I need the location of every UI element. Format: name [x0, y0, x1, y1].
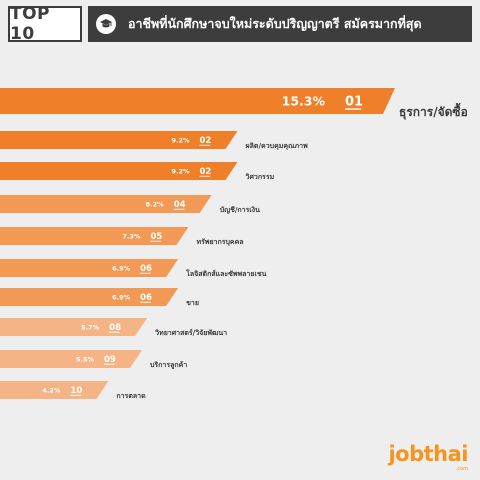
- chart-title: อาชีพที่นักศึกษาจบใหม่ระดับปริญญาตรี สมั…: [128, 16, 422, 31]
- bar-rank-7: 06: [140, 293, 152, 303]
- bar-label-10: การตลาด: [116, 392, 146, 400]
- bar-rank-6: 06: [140, 264, 152, 274]
- bar-label-1: ธุรการ/จัดซื้อ: [399, 102, 468, 120]
- bar-2: [0, 131, 238, 149]
- bar-5: [0, 227, 189, 245]
- bar-value-1: 15.3%: [282, 94, 326, 109]
- bar-7: [0, 288, 179, 306]
- bar-value-7: 6.9%: [112, 293, 131, 301]
- bar-value-8: 5.7%: [81, 323, 100, 331]
- bar-value-10: 4.2%: [42, 386, 61, 394]
- bar-value-5: 7.3%: [122, 232, 141, 240]
- bar-label-8: วิทยาศาสตร์/วิจัยพัฒนา: [154, 328, 227, 337]
- bar-4: [0, 195, 212, 213]
- bar-8: [0, 318, 148, 336]
- bar-value-6: 6.9%: [112, 264, 131, 272]
- header: TOP 10 อาชีพที่นักศึกษาจบใหม่ระดับปริญญา…: [0, 4, 480, 44]
- bar-6: [0, 259, 179, 277]
- graduation-cap-icon: [96, 14, 116, 34]
- bar-label-4: บัญชี/การเงิน: [220, 206, 260, 214]
- bar-label-3: วิศวกรรม: [244, 173, 274, 181]
- bar-rank-4: 04: [174, 200, 186, 210]
- bar-rank-3: 02: [200, 167, 212, 177]
- bar-9: [0, 350, 142, 368]
- bar-rank-8: 08: [109, 323, 121, 333]
- bar-value-3: 9.2%: [171, 167, 190, 175]
- bar-3: [0, 162, 238, 180]
- bar-label-7: ขาย: [186, 299, 199, 307]
- bar-rank-2: 02: [200, 136, 212, 146]
- bar-value-2: 9.2%: [171, 136, 190, 144]
- bar-label-5: ทรัพยากรบุคคล: [196, 238, 243, 246]
- bar-rank-1: 01: [345, 95, 363, 110]
- bar-rank-5: 05: [150, 232, 162, 242]
- bar-label-9: บริการลูกค้า: [150, 360, 187, 370]
- bar-rank-9: 09: [104, 355, 116, 365]
- jobthai-logo: jobthai: [388, 442, 468, 466]
- bar-value-9: 5.5%: [76, 355, 95, 363]
- bar-10: [0, 381, 109, 399]
- bar-label-2: ผลิต/ควบคุมคุณภาพ: [246, 142, 309, 150]
- bar-rank-10: 10: [70, 386, 82, 396]
- jobthai-logo-suffix: .com: [455, 466, 468, 472]
- bar-label-6: โลจิสติกส์และซัพพลายเชน: [185, 269, 266, 278]
- title-bar: อาชีพที่นักศึกษาจบใหม่ระดับปริญญาตรี สมั…: [88, 6, 472, 42]
- bar-value-4: 8.2%: [146, 200, 165, 208]
- bar-1: [0, 88, 395, 114]
- top10-badge: TOP 10: [8, 4, 82, 44]
